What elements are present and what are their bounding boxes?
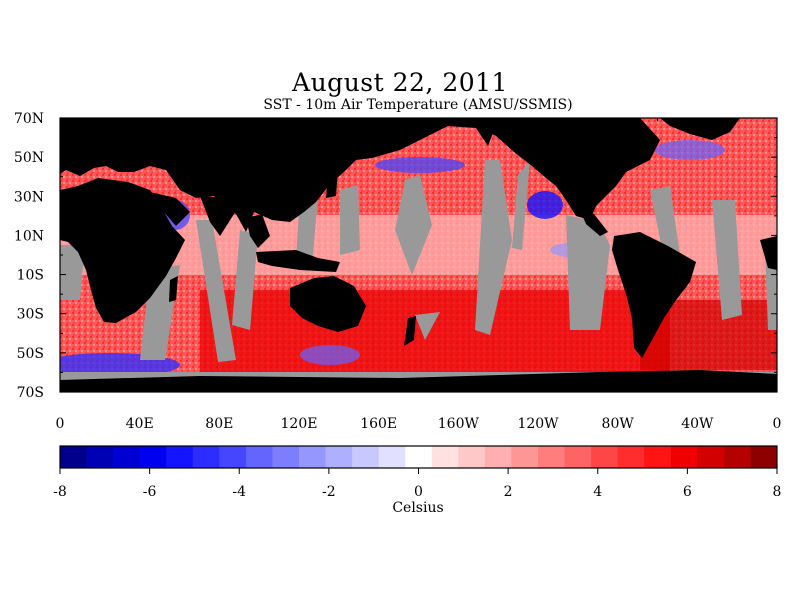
europe-asia: [60, 118, 777, 232]
colorbar-swatch: [378, 446, 406, 468]
lat-label: 50S: [17, 346, 44, 362]
colorbar-swatch: [644, 446, 672, 468]
colorbar-tick-label: 2: [504, 484, 513, 500]
india: [200, 196, 234, 236]
colorbar-tick-label: 6: [683, 484, 692, 500]
colorbar-tick-label: -4: [232, 484, 246, 500]
colorbar-swatch: [166, 446, 194, 468]
colorbar-swatch: [723, 446, 751, 468]
chart-subtitle: SST - 10m Air Temperature (AMSU/SSMIS): [263, 97, 573, 113]
lon-axis-labels: 0 40E 80E 120E 160E 160W 120W 80W 40W 0: [56, 416, 782, 432]
lat-label: 70S: [17, 385, 44, 401]
colorbar-tick-label: -6: [143, 484, 157, 500]
southeast-asia: [246, 214, 270, 248]
lon-label: 80E: [205, 416, 233, 432]
antarctica: [60, 370, 777, 392]
colorbar-swatch: [299, 446, 327, 468]
colorbar-swatch: [272, 446, 300, 468]
colorbar-swatch: [352, 446, 380, 468]
colorbar-tick-label: 4: [593, 484, 602, 500]
australia: [290, 276, 366, 332]
africa: [60, 178, 185, 323]
colorbar-swatch: [86, 446, 114, 468]
lat-label: 10N: [14, 228, 44, 244]
colorbar-units: Celsius: [392, 500, 444, 516]
colorbar: [60, 446, 778, 468]
colorbar-swatch: [511, 446, 539, 468]
colorbar-tick-label: -2: [322, 484, 336, 500]
colorbar-swatch: [484, 446, 512, 468]
colorbar-swatch: [192, 446, 220, 468]
lat-label: 50N: [14, 150, 44, 166]
colorbar-swatch: [245, 446, 273, 468]
colorbar-swatch: [617, 446, 645, 468]
colorbar-swatch: [538, 446, 566, 468]
africa-east-wrap: [760, 236, 777, 270]
lat-axis-labels: 70N 50N 30N 10N 10S 30S 50S 70S: [14, 111, 44, 401]
south-america: [612, 232, 696, 358]
map-field: [60, 118, 777, 392]
colorbar-swatch: [431, 446, 459, 468]
lon-label: 0: [773, 416, 782, 432]
lon-label: 120W: [517, 416, 559, 432]
lon-label: 120E: [281, 416, 318, 432]
land-masses: [60, 118, 777, 392]
map-ticks: [59, 117, 778, 393]
cool-patch-north-pacific: [375, 157, 465, 173]
greenland: [660, 118, 740, 140]
lat-label: 30N: [14, 189, 44, 205]
colorbar-swatch: [405, 446, 433, 468]
lon-label: 40W: [681, 416, 714, 432]
chart-title: August 22, 2011: [292, 68, 508, 97]
colorbar-swatch: [60, 446, 88, 468]
japan: [326, 168, 338, 198]
colorbar-swatch: [564, 446, 592, 468]
colorbar-swatch: [325, 446, 353, 468]
lon-label: 80W: [602, 416, 635, 432]
colorbar-swatch: [750, 446, 778, 468]
colorbar-swatch: [113, 446, 141, 468]
colorbar-tick-label: -8: [53, 484, 67, 500]
colorbar-tick-labels: -8 -6 -4 -2 0 2 4 6 8: [53, 484, 781, 500]
lat-label: 70N: [14, 111, 44, 127]
lon-label: 160W: [438, 416, 480, 432]
lat-label: 30S: [17, 307, 44, 323]
colorbar-tick-label: 8: [773, 484, 782, 500]
madagascar: [169, 276, 178, 302]
colorbar-tick-label: 0: [414, 484, 423, 500]
colorbar-ticks: [59, 468, 778, 474]
colorbar-swatch: [670, 446, 698, 468]
colorbar-swatch: [219, 446, 247, 468]
new-zealand: [404, 316, 416, 346]
indonesia: [256, 250, 340, 272]
lat-label: 10S: [17, 268, 44, 284]
cool-patch-north-atlantic: [655, 140, 725, 160]
lon-label: 160E: [360, 416, 397, 432]
north-america: [470, 118, 660, 220]
central-america: [580, 210, 608, 236]
arabia: [150, 192, 190, 226]
colorbar-swatch: [591, 446, 619, 468]
lon-label: 0: [56, 416, 65, 432]
colorbar-swatch: [139, 446, 167, 468]
lon-label: 40E: [126, 416, 154, 432]
cool-patch-south-australia: [300, 345, 360, 365]
colorbar-swatch: [458, 446, 486, 468]
colorbar-swatch: [697, 446, 725, 468]
cool-patch-california: [527, 191, 563, 219]
